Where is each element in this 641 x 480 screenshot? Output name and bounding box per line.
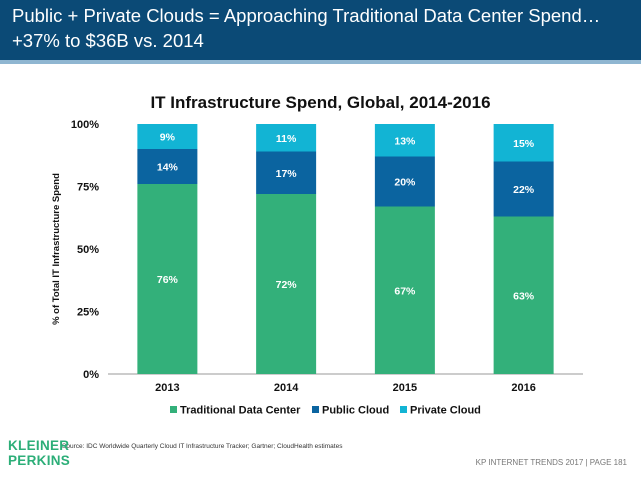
- x-tick-label: 2013: [155, 382, 179, 394]
- data-label: 22%: [513, 184, 535, 196]
- x-tick-label: 2016: [511, 382, 535, 394]
- data-label: 17%: [276, 168, 298, 180]
- bar-public-cloud-2015: [374, 156, 435, 207]
- slide-header: Public + Private Clouds = Approaching Tr…: [0, 0, 641, 60]
- data-label: 11%: [276, 133, 297, 145]
- bar-private-cloud-2015: [374, 124, 435, 157]
- data-label: 63%: [513, 290, 535, 302]
- slide-title-line-1: Public + Private Clouds = Approaching Tr…: [12, 5, 601, 26]
- legend-swatch: [400, 406, 407, 413]
- legend-label: Traditional Data Center: [180, 405, 301, 417]
- kleiner-perkins-logo: KLEINER PERKINS: [8, 438, 71, 468]
- page-footer: KP INTERNET TRENDS 2017 | PAGE 181: [475, 458, 627, 467]
- y-axis-label: % of Total IT Infrastructure Spend: [51, 173, 62, 325]
- bar-traditional-data-center-2016: [493, 216, 554, 374]
- bar-public-cloud-2016: [493, 161, 554, 217]
- slide-title-line-2: +37% to $36B vs. 2014: [12, 30, 204, 51]
- legend-swatch: [312, 406, 319, 413]
- data-label: 67%: [394, 285, 416, 297]
- data-label: 72%: [276, 279, 298, 291]
- data-label: 9%: [160, 132, 176, 144]
- chart-title: IT Infrastructure Spend, Global, 2014-20…: [150, 93, 491, 112]
- data-label: 76%: [157, 274, 179, 286]
- data-label: 13%: [394, 135, 416, 147]
- y-tick-label: 100%: [71, 119, 99, 131]
- bar-public-cloud-2014: [256, 151, 317, 194]
- y-tick-label: 0%: [83, 369, 99, 381]
- legend-swatch: [170, 406, 177, 413]
- x-tick-label: 2014: [274, 382, 299, 394]
- y-tick-label: 75%: [77, 182, 99, 194]
- header-accent-bar: [0, 60, 641, 64]
- y-tick-label: 25%: [77, 307, 99, 319]
- bar-private-cloud-2016: [493, 124, 554, 162]
- bar-traditional-data-center-2013: [137, 184, 198, 374]
- data-label: 14%: [157, 162, 179, 174]
- x-tick-label: 2015: [393, 382, 417, 394]
- data-label: 15%: [513, 138, 535, 150]
- bar-private-cloud-2013: [137, 124, 198, 149]
- y-tick-label: 50%: [77, 244, 99, 256]
- legend-label: Public Cloud: [322, 405, 389, 417]
- bar-traditional-data-center-2015: [374, 206, 435, 374]
- bar-private-cloud-2014: [256, 124, 317, 152]
- bar-traditional-data-center-2014: [256, 194, 317, 374]
- legend-label: Private Cloud: [410, 405, 481, 417]
- source-note: Source: IDC Worldwide Quarterly Cloud IT…: [62, 443, 343, 450]
- logo-line-1: KLEINER: [8, 438, 70, 453]
- data-label: 20%: [394, 177, 416, 189]
- logo-line-2: PERKINS: [8, 452, 71, 468]
- bar-public-cloud-2013: [137, 149, 198, 184]
